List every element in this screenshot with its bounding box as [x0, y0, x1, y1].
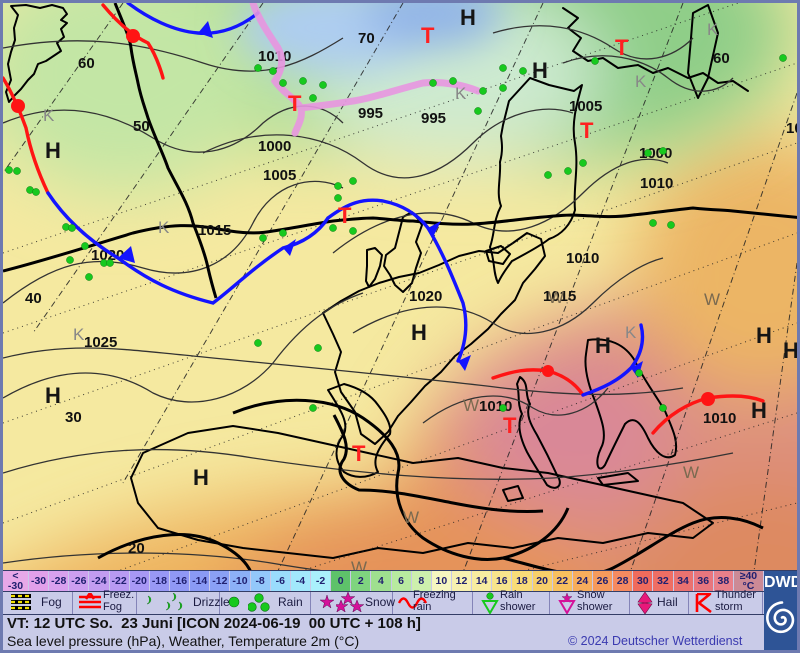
svg-text:H: H [532, 58, 548, 83]
svg-text:K: K [707, 20, 719, 39]
svg-text:H: H [783, 338, 797, 363]
svg-text:K: K [158, 218, 170, 237]
svg-text:H: H [460, 5, 476, 30]
svg-text:W: W [704, 290, 720, 309]
svg-text:W: W [463, 396, 479, 415]
svg-text:T: T [288, 91, 302, 116]
svg-text:T: T [338, 203, 352, 228]
svg-text:T: T [580, 118, 594, 143]
svg-text:T: T [352, 441, 366, 466]
svg-text:K: K [635, 72, 647, 91]
svg-text:H: H [45, 138, 61, 163]
svg-text:K: K [455, 84, 467, 103]
svg-text:H: H [45, 383, 61, 408]
svg-text:W: W [683, 463, 699, 482]
svg-text:W: W [548, 288, 564, 307]
svg-text:H: H [595, 333, 611, 358]
svg-text:T: T [421, 23, 435, 48]
svg-text:T: T [615, 35, 629, 60]
svg-text:W: W [403, 508, 419, 527]
svg-text:T: T [503, 413, 517, 438]
svg-text:K: K [43, 106, 55, 125]
svg-text:H: H [756, 323, 772, 348]
svg-text:H: H [411, 320, 427, 345]
svg-text:K: K [73, 325, 85, 344]
svg-text:H: H [751, 398, 767, 423]
svg-text:K: K [625, 323, 637, 342]
svg-text:H: H [193, 465, 209, 490]
